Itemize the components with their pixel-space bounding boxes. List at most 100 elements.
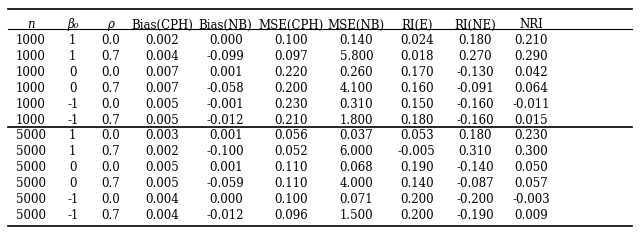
- Text: 0.018: 0.018: [400, 50, 434, 63]
- Text: 0.068: 0.068: [339, 161, 373, 174]
- Text: 0.004: 0.004: [145, 193, 179, 206]
- Text: 1000: 1000: [16, 34, 45, 47]
- Text: 0.220: 0.220: [275, 66, 308, 79]
- Text: 0.310: 0.310: [339, 98, 373, 111]
- Text: 0.0: 0.0: [102, 98, 120, 111]
- Text: 0.005: 0.005: [145, 177, 179, 190]
- Text: 0.180: 0.180: [458, 34, 492, 47]
- Text: -0.130: -0.130: [456, 66, 493, 79]
- Text: 0.001: 0.001: [209, 129, 243, 143]
- Text: 0.7: 0.7: [102, 209, 120, 222]
- Text: 0.0: 0.0: [102, 34, 120, 47]
- Text: -0.001: -0.001: [207, 98, 244, 111]
- Text: 0.290: 0.290: [515, 50, 548, 63]
- Text: 0.7: 0.7: [102, 145, 120, 158]
- Text: 0: 0: [69, 177, 77, 190]
- Text: 0: 0: [69, 66, 77, 79]
- Text: 5000: 5000: [16, 161, 45, 174]
- Text: -0.100: -0.100: [207, 145, 244, 158]
- Text: Bias(CPH): Bias(CPH): [131, 19, 193, 31]
- Text: 0.0: 0.0: [102, 161, 120, 174]
- Text: 6.000: 6.000: [339, 145, 373, 158]
- Text: 0.071: 0.071: [339, 193, 373, 206]
- Text: 0.7: 0.7: [102, 50, 120, 63]
- Text: 0.310: 0.310: [458, 145, 492, 158]
- Text: MSE(CPH): MSE(CPH): [259, 19, 324, 31]
- Text: 0.005: 0.005: [145, 114, 179, 126]
- Text: 4.000: 4.000: [339, 177, 373, 190]
- Text: -0.087: -0.087: [456, 177, 493, 190]
- Text: 5.800: 5.800: [339, 50, 373, 63]
- Text: -1: -1: [67, 209, 79, 222]
- Text: 0.096: 0.096: [274, 209, 308, 222]
- Text: 4.100: 4.100: [339, 82, 373, 95]
- Text: -1: -1: [67, 98, 79, 111]
- Text: 0.007: 0.007: [145, 82, 179, 95]
- Text: 0.270: 0.270: [458, 50, 492, 63]
- Text: 0.042: 0.042: [515, 66, 548, 79]
- Text: 5000: 5000: [16, 209, 45, 222]
- Text: 0.180: 0.180: [458, 129, 492, 143]
- Text: RI(NE): RI(NE): [454, 19, 496, 31]
- Text: 0.200: 0.200: [274, 82, 308, 95]
- Text: 0.009: 0.009: [515, 209, 548, 222]
- Text: 0.015: 0.015: [515, 114, 548, 126]
- Text: -0.091: -0.091: [456, 82, 493, 95]
- Text: 5000: 5000: [16, 129, 45, 143]
- Text: 0.064: 0.064: [515, 82, 548, 95]
- Text: 0.057: 0.057: [515, 177, 548, 190]
- Text: 0.002: 0.002: [145, 145, 179, 158]
- Text: 0.050: 0.050: [515, 161, 548, 174]
- Text: 0.004: 0.004: [145, 209, 179, 222]
- Text: 0.170: 0.170: [400, 66, 434, 79]
- Text: 0.002: 0.002: [145, 34, 179, 47]
- Text: 0.180: 0.180: [400, 114, 434, 126]
- Text: 0.7: 0.7: [102, 177, 120, 190]
- Text: 1: 1: [69, 129, 76, 143]
- Text: -0.012: -0.012: [207, 209, 244, 222]
- Text: 0.056: 0.056: [274, 129, 308, 143]
- Text: -0.011: -0.011: [513, 98, 550, 111]
- Text: 0.230: 0.230: [274, 98, 308, 111]
- Text: 0.024: 0.024: [400, 34, 434, 47]
- Text: 0.007: 0.007: [145, 66, 179, 79]
- Text: 0.300: 0.300: [515, 145, 548, 158]
- Text: 0.003: 0.003: [145, 129, 179, 143]
- Text: n: n: [27, 19, 35, 31]
- Text: 1000: 1000: [16, 114, 45, 126]
- Text: -0.190: -0.190: [456, 209, 493, 222]
- Text: 0.200: 0.200: [400, 209, 434, 222]
- Text: 1000: 1000: [16, 98, 45, 111]
- Text: -0.160: -0.160: [456, 98, 493, 111]
- Text: -1: -1: [67, 114, 79, 126]
- Text: Bias(NB): Bias(NB): [199, 19, 253, 31]
- Text: 0.0: 0.0: [102, 129, 120, 143]
- Text: -0.160: -0.160: [456, 114, 493, 126]
- Text: -0.140: -0.140: [456, 161, 493, 174]
- Text: 0.100: 0.100: [274, 193, 308, 206]
- Text: 0.000: 0.000: [209, 34, 243, 47]
- Text: 1000: 1000: [16, 82, 45, 95]
- Text: 0.097: 0.097: [274, 50, 308, 63]
- Text: 5000: 5000: [16, 193, 45, 206]
- Text: 0.7: 0.7: [102, 114, 120, 126]
- Text: 0.001: 0.001: [209, 66, 243, 79]
- Text: 0.140: 0.140: [339, 34, 373, 47]
- Text: 0.110: 0.110: [275, 161, 308, 174]
- Text: β₀: β₀: [67, 19, 79, 31]
- Text: 5000: 5000: [16, 145, 45, 158]
- Text: -0.099: -0.099: [207, 50, 244, 63]
- Text: -1: -1: [67, 193, 79, 206]
- Text: 1.500: 1.500: [339, 209, 373, 222]
- Text: 0.230: 0.230: [515, 129, 548, 143]
- Text: 0.005: 0.005: [145, 161, 179, 174]
- Text: -0.058: -0.058: [207, 82, 244, 95]
- Text: MSE(NB): MSE(NB): [328, 19, 385, 31]
- Text: 1000: 1000: [16, 50, 45, 63]
- Text: -0.012: -0.012: [207, 114, 244, 126]
- Text: 1.800: 1.800: [340, 114, 373, 126]
- Text: 0.160: 0.160: [400, 82, 434, 95]
- Text: 1: 1: [69, 50, 76, 63]
- Text: 0.037: 0.037: [339, 129, 373, 143]
- Text: NRI: NRI: [519, 19, 543, 31]
